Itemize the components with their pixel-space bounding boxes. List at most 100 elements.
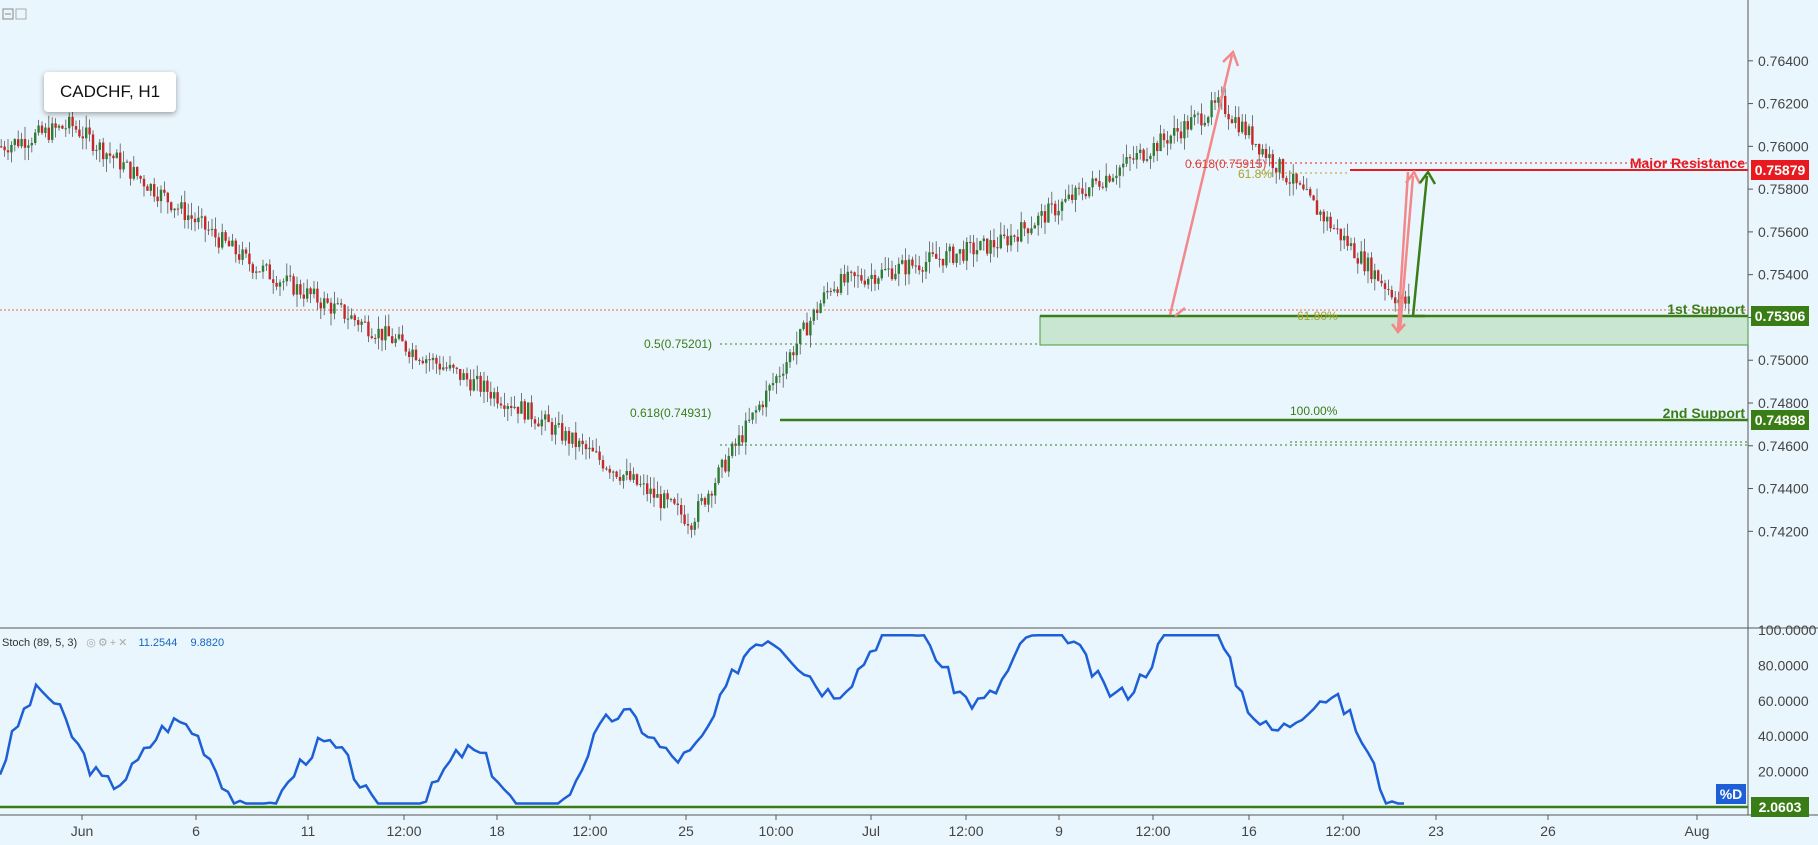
- stoch-tick-label: 60.0000: [1758, 693, 1809, 709]
- candle-body: [1244, 121, 1247, 136]
- candle-body: [1094, 178, 1098, 181]
- price-tick-label: 0.76200: [1758, 96, 1809, 112]
- candle-body: [618, 476, 622, 481]
- candle-body: [1156, 143, 1159, 152]
- candle-body: [914, 265, 917, 267]
- candle-body: [343, 304, 346, 319]
- candle-body: [476, 375, 479, 380]
- candle-body: [516, 406, 520, 414]
- candle-body: [238, 254, 241, 260]
- stoch-d-tag: [1716, 784, 1746, 804]
- candle-body: [884, 269, 887, 271]
- candle-body: [1047, 203, 1050, 223]
- candle-body: [707, 493, 710, 505]
- candle-body: [227, 240, 231, 247]
- candle-body: [210, 228, 214, 231]
- candle-body: [778, 375, 781, 377]
- candle-body: [795, 343, 798, 356]
- candle-body: [1084, 193, 1087, 197]
- candle-body: [846, 271, 849, 283]
- candle-body: [10, 144, 13, 153]
- candle-body: [877, 278, 880, 284]
- candle-body: [924, 261, 928, 272]
- candle-body: [523, 401, 526, 420]
- candle-body: [445, 367, 448, 369]
- candle-body: [411, 349, 414, 357]
- candle-body: [999, 234, 1002, 249]
- candle-body: [935, 253, 938, 259]
- candle-body: [469, 379, 472, 391]
- candle-body: [979, 241, 982, 251]
- candle-body: [1152, 143, 1155, 156]
- candle-body: [187, 215, 190, 221]
- candle-body: [13, 139, 16, 145]
- stoch-current-value: 2.0603: [1759, 799, 1802, 815]
- candle-body: [557, 423, 560, 425]
- candle-body: [295, 284, 299, 295]
- candle-body: [574, 432, 577, 448]
- candle-body: [748, 419, 751, 421]
- candle-body: [799, 329, 802, 344]
- candle-body: [418, 359, 421, 361]
- stoch-value-tag: [1751, 797, 1809, 817]
- candle-body: [928, 252, 931, 262]
- fib-618-top-label: 0.618(0.75915): [1185, 157, 1266, 171]
- candle-body: [1258, 143, 1261, 155]
- candle-body: [567, 430, 571, 444]
- candle-body: [309, 288, 312, 295]
- candle-body: [887, 268, 890, 270]
- candle-body: [0, 146, 3, 148]
- candle-body: [200, 216, 203, 218]
- candle-body: [829, 290, 832, 292]
- candle-body: [428, 359, 431, 361]
- candle-body: [1326, 216, 1329, 222]
- stoch-header: Stoch (89, 5, 3) ◎⚙+✕ 11.2544 9.8820: [2, 636, 224, 649]
- candle-body: [489, 391, 492, 399]
- candle-body: [448, 364, 452, 369]
- candle-body: [54, 123, 57, 128]
- price-tick-label: 0.76400: [1758, 53, 1809, 69]
- candle-body: [860, 275, 863, 281]
- candle-body: [1380, 280, 1383, 284]
- candle-body: [1241, 121, 1244, 133]
- candle-body: [629, 471, 632, 480]
- candle-body: [176, 208, 180, 210]
- candle-body: [452, 364, 455, 368]
- candle-body: [1020, 222, 1023, 242]
- candle-body: [391, 336, 394, 344]
- candle-body: [547, 414, 550, 423]
- stoch-d-label: %D: [1720, 786, 1743, 802]
- candle-body: [1135, 153, 1138, 160]
- candle-body: [697, 501, 700, 522]
- candle-body: [1159, 133, 1162, 152]
- candle-body: [1183, 121, 1186, 139]
- candle-body: [156, 196, 159, 202]
- collapse-icon[interactable]: [2, 8, 14, 20]
- candle-body: [377, 328, 380, 339]
- candle-body: [1390, 289, 1393, 298]
- candle-body: [608, 468, 611, 473]
- candle-body: [163, 189, 166, 193]
- pane-icon[interactable]: [15, 8, 27, 20]
- candle-body: [625, 471, 628, 476]
- candle-body: [316, 288, 319, 303]
- candle-body: [996, 247, 999, 249]
- candle-body: [931, 252, 934, 254]
- stoch-settings-icons[interactable]: ◎⚙+✕: [86, 637, 130, 649]
- candle-body: [768, 385, 771, 391]
- candle-body: [142, 178, 146, 187]
- candle-body: [435, 357, 438, 364]
- candle-body: [856, 275, 860, 277]
- candle-body: [146, 186, 149, 191]
- candle-body: [1312, 195, 1315, 201]
- candle-body: [588, 447, 591, 450]
- candle-body: [1210, 100, 1213, 118]
- candle-body: [632, 474, 635, 480]
- candle-body: [285, 275, 288, 282]
- candle-body: [1064, 198, 1067, 202]
- candle-body: [717, 467, 720, 484]
- support-zone: [1039, 315, 1749, 346]
- candle-body: [1234, 117, 1237, 123]
